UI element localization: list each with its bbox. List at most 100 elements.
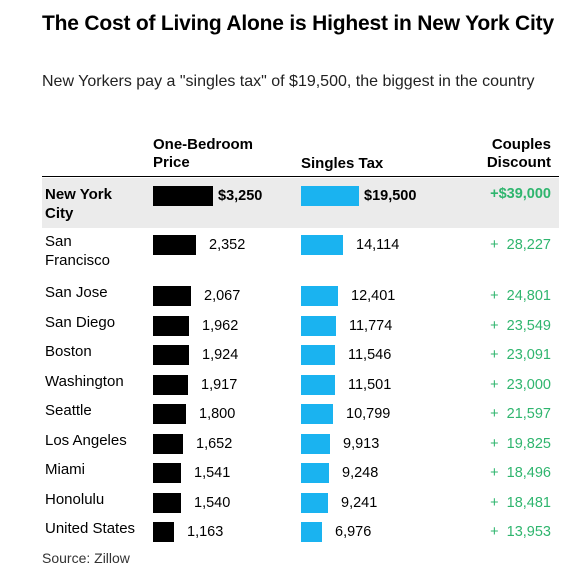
- header-discount-line-1: Couples: [491, 136, 551, 153]
- city-label-line: Los Angeles: [45, 432, 127, 449]
- tax-value: 6,976: [335, 524, 372, 540]
- discount-value: + 23,091: [490, 347, 551, 363]
- price-value: 1,652: [196, 436, 233, 452]
- discount-value: + 21,597: [490, 406, 551, 422]
- price-bar: [153, 522, 174, 542]
- table-row-highlight: New York City $3,250 $19,500 +$39,000: [42, 178, 559, 228]
- tax-bar: [301, 186, 359, 206]
- discount-value: + 18,496: [490, 465, 551, 481]
- city-label-line: San Diego: [45, 314, 116, 331]
- tax-value: 11,774: [349, 318, 393, 334]
- tax-value: 10,799: [346, 406, 391, 422]
- table-row: San Diego 1,962 11,774 + 23,549: [42, 311, 559, 340]
- tax-value: 9,241: [341, 495, 378, 511]
- discount-value: + 28,227: [490, 237, 551, 253]
- city-label-line: City: [45, 205, 74, 222]
- city-label: New York City: [45, 185, 112, 223]
- price-bar: [153, 286, 191, 306]
- table-row: Seattle 1,800 10,799 + 21,597: [42, 399, 559, 429]
- city-label: Washington: [45, 372, 124, 391]
- price-value: 1,163: [187, 524, 224, 540]
- header-price-line-2: Price: [153, 154, 190, 171]
- city-label: United States: [45, 519, 135, 538]
- city-label: Seattle: [45, 401, 92, 420]
- header-price: One-Bedroom Price: [153, 136, 253, 172]
- tax-bar: [301, 316, 336, 336]
- price-value: 2,067: [204, 288, 241, 304]
- table-row: United States 1,163 6,976 + 13,953: [42, 517, 559, 547]
- header-discount: Couples Discount: [487, 136, 551, 172]
- tax-value: 9,913: [343, 436, 380, 452]
- header-tax: Singles Tax: [301, 155, 384, 172]
- tax-value: 11,546: [348, 347, 392, 363]
- price-bar: [153, 463, 181, 483]
- discount-value: + 23,549: [490, 318, 551, 334]
- table-row: Miami 1,541 9,248 + 18,496: [42, 458, 559, 488]
- price-bar: [153, 345, 189, 365]
- discount-value: + 13,953: [490, 524, 551, 540]
- table-row: Los Angeles 1,652 9,913 + 19,825: [42, 429, 559, 458]
- tax-bar: [301, 345, 335, 365]
- price-value: 2,352: [209, 237, 246, 253]
- city-label-line: Boston: [45, 343, 92, 360]
- chart-title: The Cost of Living Alone is Highest in N…: [42, 12, 554, 35]
- tax-value: 11,501: [348, 377, 392, 393]
- city-label-line: San Jose: [45, 284, 108, 301]
- discount-value: + 19,825: [490, 436, 551, 452]
- city-label: Los Angeles: [45, 431, 127, 450]
- price-bar: [153, 434, 183, 454]
- city-label: San Jose: [45, 283, 108, 302]
- price-bar: [153, 375, 188, 395]
- price-bar: [153, 316, 189, 336]
- tax-bar: [301, 286, 338, 306]
- table-row: San Francisco 2,352 14,114 + 28,227: [42, 230, 559, 278]
- tax-value: $19,500: [364, 188, 417, 204]
- tax-bar: [301, 235, 343, 255]
- price-value: 1,800: [199, 406, 236, 422]
- table-row: Honolulu 1,540 9,241 + 18,481: [42, 488, 559, 517]
- source-note: Source: Zillow: [42, 550, 130, 566]
- tax-value: 14,114: [356, 237, 400, 253]
- tax-bar: [301, 463, 329, 483]
- tax-bar: [301, 522, 322, 542]
- city-label-line: United States: [45, 520, 136, 537]
- city-label-line: Honolulu: [45, 491, 105, 508]
- tax-value: 9,248: [342, 465, 379, 481]
- discount-value: + 23,000: [490, 377, 551, 393]
- tax-value: 12,401: [351, 288, 396, 304]
- price-bar: [153, 404, 186, 424]
- price-bar: [153, 186, 213, 206]
- tax-bar: [301, 493, 328, 513]
- chart-subtitle: New Yorkers pay a "singles tax" of $19,5…: [42, 73, 535, 90]
- tax-bar: [301, 375, 335, 395]
- city-label: Miami: [45, 460, 85, 479]
- city-label-line: New York: [45, 186, 112, 203]
- table-row: San Jose 2,067 12,401 + 24,801: [42, 281, 559, 311]
- city-label: Boston: [45, 342, 92, 361]
- city-label-line: Washington: [45, 373, 124, 390]
- city-label: Honolulu: [45, 490, 104, 509]
- city-label-line: Francisco: [45, 252, 111, 269]
- price-value: 1,540: [194, 495, 231, 511]
- tax-bar: [301, 434, 330, 454]
- price-bar: [153, 235, 196, 255]
- city-label-line: San: [45, 233, 72, 250]
- city-label: San Diego: [45, 313, 115, 332]
- city-label: San Francisco: [45, 232, 110, 270]
- price-bar: [153, 493, 181, 513]
- header-divider: [42, 176, 559, 177]
- table-row: Boston 1,924 11,546 + 23,091: [42, 340, 559, 370]
- price-value: 1,962: [202, 318, 239, 334]
- city-label-line: Miami: [45, 461, 85, 478]
- city-label-line: Seattle: [45, 402, 92, 419]
- header-price-line-1: One-Bedroom: [153, 136, 254, 153]
- discount-value: + 24,801: [490, 288, 551, 304]
- price-value: 1,541: [194, 465, 231, 481]
- discount-value: +$39,000: [490, 186, 551, 202]
- table-row: Washington 1,917 11,501 + 23,000: [42, 370, 559, 399]
- price-value: 1,917: [201, 377, 238, 393]
- header-discount-line-2: Discount: [486, 154, 551, 171]
- price-value: 1,924: [202, 347, 239, 363]
- discount-value: + 18,481: [490, 495, 551, 511]
